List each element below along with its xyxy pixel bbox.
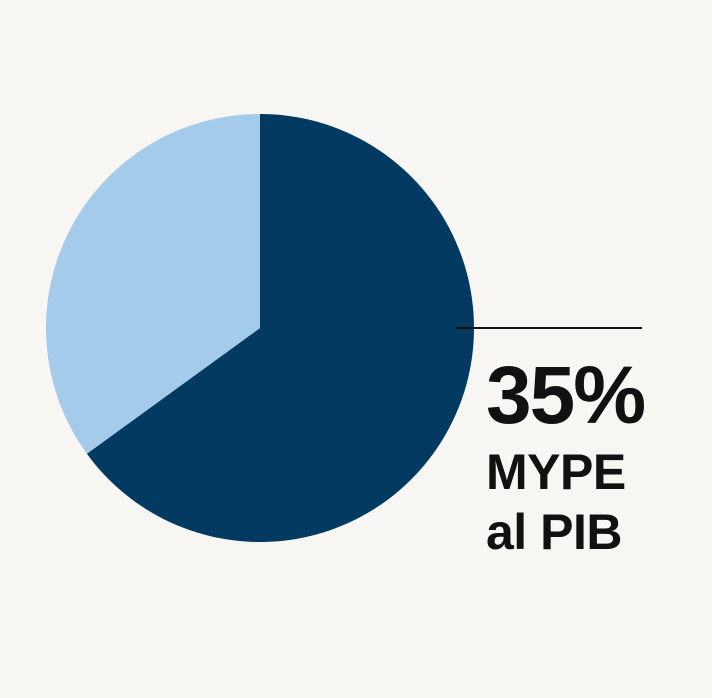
annotation-label-line-1: MYPE xyxy=(486,444,626,500)
pie-slice-2 xyxy=(45,114,260,454)
pie-slice-1 xyxy=(86,114,474,542)
annotation-percentage: 35% xyxy=(486,350,646,441)
annotation-label-line-2: al PIB xyxy=(486,504,622,560)
annotation-block: 35% MYPE al PIB xyxy=(486,350,646,560)
pie-slices xyxy=(45,114,474,542)
